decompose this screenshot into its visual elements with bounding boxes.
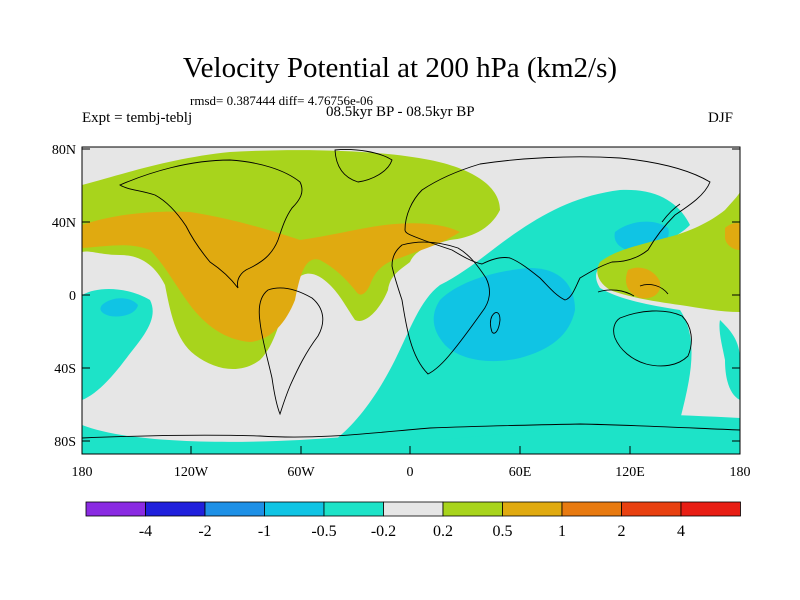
coast-madagascar [490,312,501,334]
coastlines [82,149,740,439]
colorbar [85,501,741,517]
coast-australia [613,310,692,367]
coast-japan [661,203,681,223]
lon-label-60e: 60E [509,465,532,480]
lat-label-40s: 40S [54,362,76,377]
axis-ticks [81,148,741,454]
colorbar-swatch-8 [561,501,622,517]
colorbar-label-0: -4 [139,523,152,540]
lon-label-120w: 120W [174,465,209,480]
contour-neg-pacific-east [719,320,740,400]
colorbar-swatch-3 [264,501,325,517]
colorbar-swatch-5 [383,501,444,517]
lon-label-180w: 180 [72,465,93,480]
experiment-label: Expt = tembj-teblj [82,110,193,126]
colorbar-label-5: 0.2 [433,523,453,540]
colorbar-label-1: -2 [198,523,211,540]
lon-label-60w: 60W [287,465,315,480]
lon-label-0: 0 [407,465,414,480]
colorbar-label-3: -0.5 [311,523,336,540]
contour-pos-maritime-core [625,267,661,299]
colorbar-label-7: 1 [558,523,566,540]
colorbar-label-8: 2 [618,523,626,540]
colorbar-swatch-0 [85,501,146,517]
lat-label-80n: 80N [52,143,76,158]
colorbar-swatch-4 [323,501,384,517]
lat-label-40n: 40N [52,216,76,231]
velocity-potential-field [82,147,740,454]
colorbar-swatch-6 [442,501,503,517]
coast-north-america [119,159,303,289]
colorbar-label-9: 4 [677,523,685,540]
colorbar-swatch-10 [680,501,741,517]
colorbar-label-4: -0.2 [371,523,396,540]
plot-title: Velocity Potential at 200 hPa (km2/s) [182,52,618,84]
colorbar-swatch-1 [145,501,206,517]
colorbar-label-2: -1 [258,523,271,540]
contour-neg-pacific-west [82,288,153,400]
coast-indonesia [597,283,669,297]
stats-line: rmsd= 0.387444 diff= 4.76756e-06 [190,93,374,108]
colorbar-swatch-7 [502,501,563,517]
coast-eurasia [404,156,711,301]
lon-label-180e: 180 [730,465,751,480]
contour-pos-atlantic-core [82,211,460,342]
coast-greenland [334,149,393,183]
colorbar-label-6: 0.5 [493,523,513,540]
colorbar-swatch-2 [204,501,265,517]
lat-label-0: 0 [69,289,76,304]
contour-pos-pacific-east [725,223,740,250]
colorbar-swatch-9 [621,501,682,517]
contour-neg-pacific-core [100,298,138,317]
lon-label-120e: 120E [615,465,645,480]
map-frame [81,146,741,455]
coast-antarctica [82,423,740,439]
coast-south-america [258,287,324,416]
lat-label-80s: 80S [54,435,76,450]
period-label: 08.5kyr BP - 08.5kyr BP [326,104,475,120]
season-label: DJF [708,110,734,126]
coast-africa [391,241,490,375]
contour-neg-indian-core [433,268,575,362]
colorbar-labels: -4 -2 -1 -0.5 -0.2 0.2 0.5 1 2 4 [139,523,685,540]
